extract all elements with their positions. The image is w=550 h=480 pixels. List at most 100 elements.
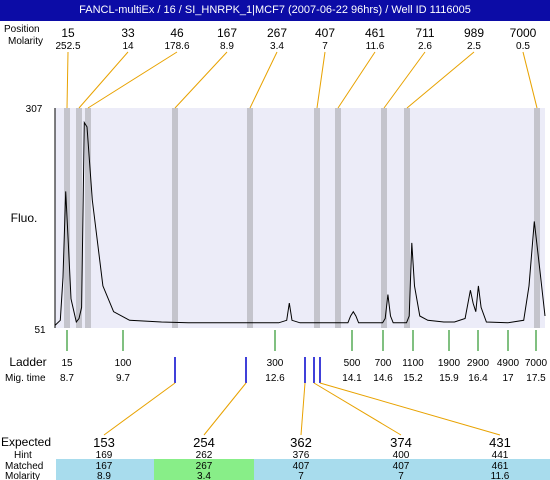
header-leader-line [249,51,278,109]
table-molarity-value: 3.4 [197,471,211,480]
header-peak-size: 461 [365,26,385,40]
matched-value: 461 [492,461,509,472]
hint-value: 400 [393,450,410,461]
expected-leader-line [203,382,247,436]
header-leader-line [316,51,326,109]
ladder-size: 1900 [438,358,461,369]
ladder-size: 1100 [402,358,424,369]
expected-value: 254 [193,435,215,450]
expected-leader-line [313,382,402,436]
peak-band-9 [534,108,540,328]
ladder-time: 17.5 [526,373,546,384]
ladder-size: 100 [115,358,132,369]
ladder-time: 17 [502,373,514,384]
ladder-time: 16.4 [468,373,488,384]
mig-time-label: Mig. time [5,373,46,384]
hint-value: 376 [293,450,310,461]
header-leader-line [337,51,376,109]
ladder-time: 12.6 [265,373,285,384]
header-leader-line [87,51,178,109]
table-molarity-label: Molarity [5,471,40,480]
hint-value: 262 [196,450,213,461]
peak-band-6 [335,108,341,328]
peak-band-3 [172,108,178,328]
ladder-time: 9.7 [116,373,130,384]
matched-label: Matched [5,461,43,472]
header-peak-molarity: 2.6 [418,41,432,52]
ladder-size: 500 [344,358,361,369]
ladder-time: 8.7 [60,373,74,384]
ladder-size: 300 [267,358,284,369]
hint-value: 441 [492,450,509,461]
header-peak-size: 167 [217,26,237,40]
header-leader-line [383,51,426,109]
header-peak-molarity: 0.5 [516,41,530,52]
matched-value: 407 [293,461,310,472]
header-peak-size: 267 [267,26,287,40]
ladder-size: 7000 [525,358,548,369]
header-peak-molarity: 2.5 [467,41,481,52]
header-leader-line [66,51,69,109]
ladder-time: 14.6 [373,373,393,384]
header-label-position: Position [4,24,40,35]
fluorescence-trace [54,120,546,326]
header-peak-size: 15 [61,26,75,40]
peak-band-4 [247,108,253,328]
header-peak-size: 407 [315,26,335,40]
expected-label: Expected [1,435,51,449]
header-peak-molarity: 14 [122,41,134,52]
matched-value: 167 [96,461,113,472]
expected-value: 362 [290,435,312,450]
peak-band-8 [404,108,410,328]
header-leader-line [78,51,129,109]
expected-value: 153 [93,435,115,450]
plot-area [55,108,545,328]
table-molarity-value: 11.6 [491,471,510,480]
peak-band-5 [314,108,320,328]
header-leader-line [406,51,475,109]
header-peak-size: 46 [170,26,184,40]
header-leader-line [522,51,538,109]
ladder-size: 15 [61,358,73,369]
expected-value: 374 [390,435,412,450]
y-axis-label: Fluo. [11,211,38,225]
header-peak-size: 33 [121,26,135,40]
ladder-label: Ladder [9,355,46,369]
expected-leader-line [103,382,176,436]
peak-band-1 [76,108,82,328]
header-peak-molarity: 7 [322,41,328,52]
matched-value: 407 [393,461,410,472]
ladder-size: 700 [375,358,392,369]
table-molarity-value: 8.9 [97,471,111,480]
peak-band-7 [381,108,387,328]
header-peak-molarity: 8.9 [220,41,234,52]
ladder-time: 14.1 [342,373,362,384]
table-molarity-value: 7 [398,471,404,480]
header-leader-line [174,51,228,109]
expected-leader-line [319,382,501,436]
header-peak-molarity: 3.4 [270,41,284,52]
header-peak-size: 711 [415,26,434,40]
expected-value: 431 [489,435,511,450]
header-peak-molarity: 252.5 [55,41,80,52]
header-peak-molarity: 178.6 [164,41,189,52]
header-peak-molarity: 11.6 [366,41,385,52]
header-peak-size: 7000 [510,26,537,40]
matched-value: 267 [196,461,213,472]
window-title: FANCL-multiEx / 16 / SI_HNRPK_1|MCF7 (20… [0,0,550,21]
expected-leader-line [300,382,306,436]
peak-band-2 [85,108,91,328]
ladder-time: 15.9 [439,373,459,384]
y-min-label: 51 [34,325,46,336]
header-peak-size: 989 [464,26,484,40]
ladder-time: 15.2 [403,373,423,384]
ladder-size: 2900 [467,358,490,369]
hint-value: 169 [96,450,113,461]
table-molarity-value: 7 [298,471,304,480]
ladder-size: 4900 [497,358,520,369]
matched-highlight-cell [154,459,254,480]
y-max-label: 307 [26,104,43,115]
header-label-molarity: Molarity [8,36,43,47]
hint-label: Hint [14,450,32,461]
